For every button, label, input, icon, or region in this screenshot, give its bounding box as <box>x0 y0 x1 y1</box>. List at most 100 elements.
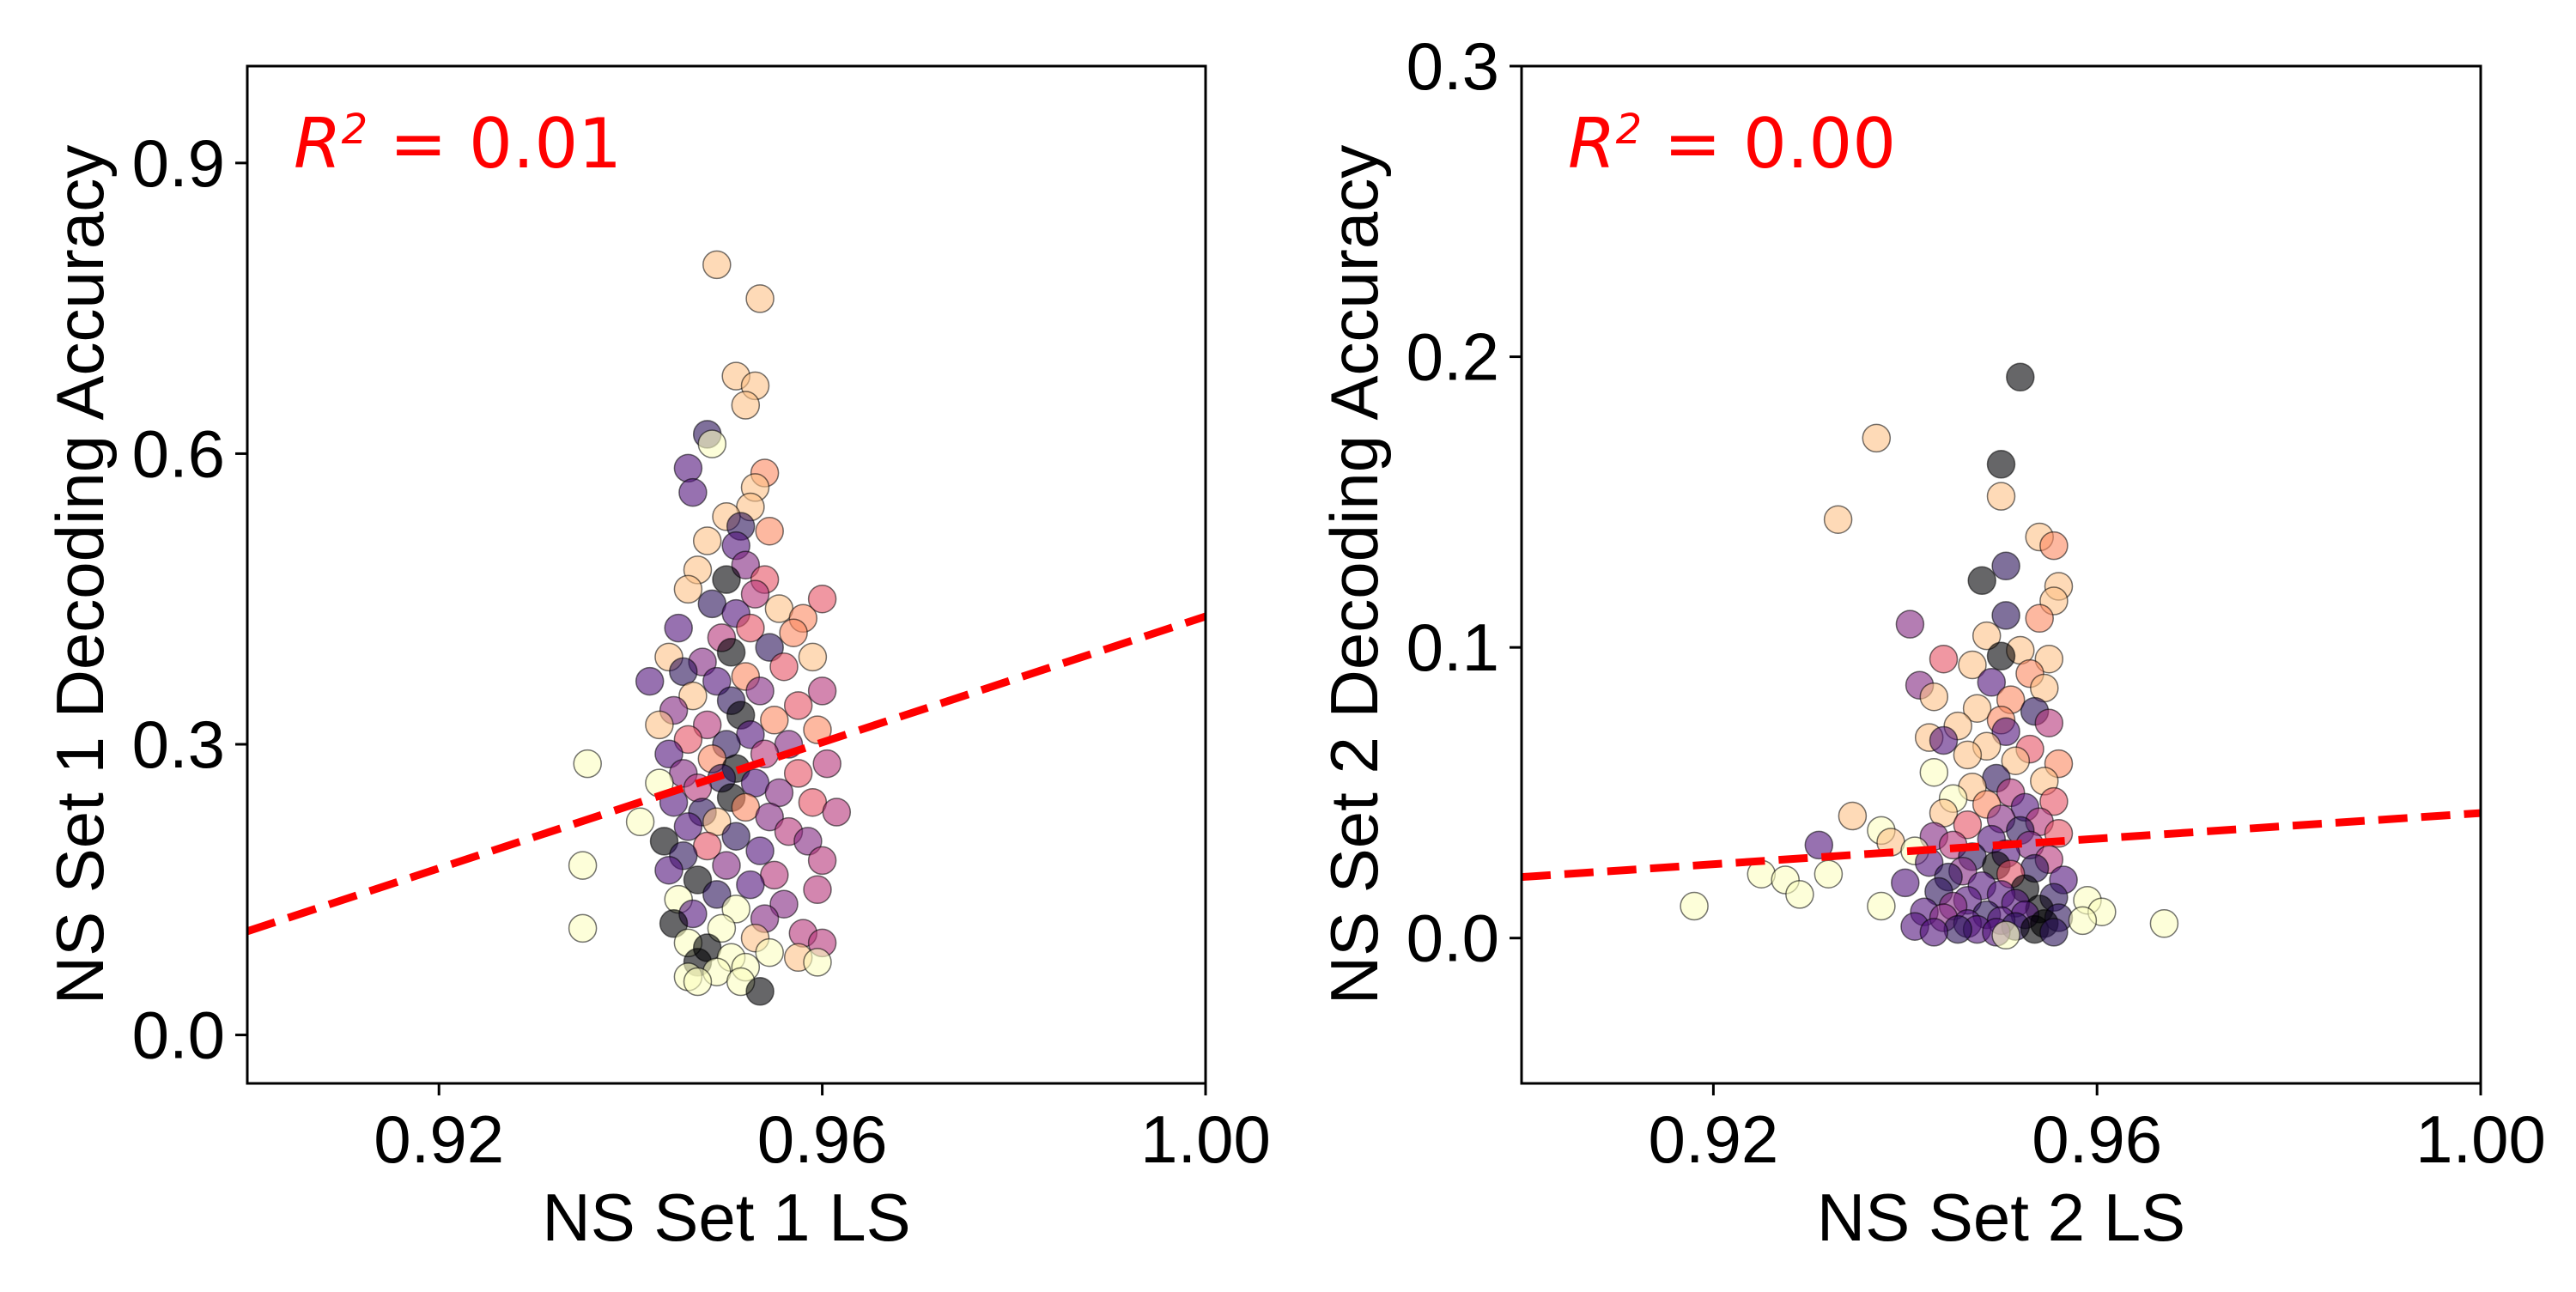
right-scatter-point <box>1962 694 1992 723</box>
right-scatter-point <box>2039 786 2069 816</box>
left-scatter-point <box>692 710 722 740</box>
left-scatter-point <box>755 633 784 662</box>
left-fit-line-group <box>246 612 1207 936</box>
left-scatter-point <box>654 855 683 885</box>
right-scatter-point <box>1838 801 1868 831</box>
left-y-axis-label: NS Set 1 Decoding Accuracy <box>42 145 118 1005</box>
left-scatter-point <box>692 526 722 555</box>
right-scatter-point <box>1919 757 1949 787</box>
left-y-ticks: 0.0 0.3 0.6 0.9 <box>132 125 247 1073</box>
right-fit-line <box>1521 809 2482 882</box>
left-scatter-point <box>807 676 837 706</box>
right-x-tick-label: 0.92 <box>1648 1101 1778 1177</box>
left-scatter-point <box>745 284 775 313</box>
left-scatter-point <box>683 865 713 895</box>
right-y-tick-label: 0.0 <box>1406 901 1499 976</box>
left-scatter-point <box>731 550 761 579</box>
left-scatter-point <box>654 739 683 769</box>
right-scatter-point <box>2025 604 2054 634</box>
left-plot-frame <box>246 64 1207 1085</box>
left-scatter-point <box>649 827 679 856</box>
right-scatter-points <box>1680 362 2179 950</box>
left-scatter-point <box>697 429 727 458</box>
left-scatter-point <box>803 875 832 905</box>
left-scatter-point <box>760 706 789 735</box>
left-scatter-point <box>678 681 708 711</box>
left-scatter-point <box>740 579 770 609</box>
left-scatter-point <box>783 691 813 720</box>
left-y-tick-label: 0.6 <box>132 416 225 491</box>
right-scatter-point <box>2034 644 2064 674</box>
right-r2-symbol: R <box>1568 104 1616 184</box>
left-x-ticks: 0.92 0.96 1.00 <box>374 1083 1271 1177</box>
right-scatter-point <box>1953 810 1983 840</box>
left-scatter-point <box>712 851 741 880</box>
right-plot-frame <box>1520 64 2482 1085</box>
right-scatter-point <box>1814 859 1844 889</box>
right-x-tick-label: 1.00 <box>2415 1101 2546 1177</box>
right-x-ticks: 0.92 0.96 1.00 <box>1648 1083 2546 1177</box>
left-scatter-point <box>745 676 775 706</box>
left-scatter-point <box>745 836 775 865</box>
right-scatter-point <box>1919 682 1949 712</box>
right-scatter-point <box>1967 566 1996 596</box>
left-scatter-point <box>669 657 698 687</box>
left-scatter-point <box>673 725 703 755</box>
right-scatter-point <box>1804 830 1834 860</box>
left-scatter-point <box>755 516 784 546</box>
right-scatter-point <box>1891 868 1920 898</box>
right-r2-value: = 0.00 <box>1642 104 1896 184</box>
right-scatter-point <box>1958 650 1987 680</box>
left-scatter-point <box>764 778 794 808</box>
left-scatter-point <box>625 807 655 837</box>
right-y-tick-label: 0.2 <box>1406 319 1499 395</box>
left-x-tick-label: 0.92 <box>374 1101 504 1177</box>
left-scatter-point <box>807 846 837 876</box>
left-scatter-point <box>803 715 832 744</box>
left-scatter-point <box>736 613 765 643</box>
right-scatter-point <box>1895 610 1925 639</box>
right-r2-annotation: R2 = 0.00 <box>1568 104 1896 184</box>
right-y-ticks: 0.0 0.1 0.2 0.3 <box>1406 28 1522 976</box>
right-scatter-point <box>1991 920 2020 950</box>
right-scatter-point <box>1862 423 1892 453</box>
right-scatter-point <box>2068 906 2098 936</box>
right-scatter-point <box>1991 601 2020 630</box>
left-scatter-point <box>702 250 732 280</box>
right-scatter-point <box>1986 450 2016 479</box>
left-scatter-point <box>673 574 703 604</box>
right-r2-exponent: 2 <box>1616 106 1643 154</box>
left-scatter-point <box>721 822 750 851</box>
left-scatter-point <box>812 749 841 779</box>
left-scatter-point <box>678 477 708 507</box>
right-scatter-point <box>1680 891 1709 921</box>
right-scatter-point <box>1823 505 1853 534</box>
left-scatter-point <box>783 759 813 788</box>
left-scatter-point <box>664 613 693 643</box>
right-scatter-point <box>1991 717 2020 747</box>
right-fit-line-group <box>1521 809 2482 882</box>
left-scatter-point <box>673 812 703 841</box>
left-scatter-point <box>798 642 828 672</box>
left-y-tick-label: 0.9 <box>132 125 225 201</box>
right-scatter-point <box>1929 644 1959 674</box>
left-scatter-point <box>721 895 750 924</box>
left-scatter-point <box>745 977 775 1006</box>
left-r2-exponent: 2 <box>342 106 368 154</box>
right-scatter-point <box>2034 708 2064 737</box>
left-fit-line <box>246 612 1207 936</box>
left-scatter-point <box>673 453 703 483</box>
right-scatter-panel: 0.92 0.96 1.00 0.0 0.1 0.2 0.3 R2 = 0.00 NS S… <box>1316 28 2546 1255</box>
left-x-axis-label: NS Set 1 LS <box>542 1180 910 1255</box>
left-scatter-point <box>755 802 784 832</box>
right-scatter-point <box>1953 740 1983 770</box>
left-x-tick-label: 0.96 <box>757 1101 888 1177</box>
left-scatter-point <box>568 913 598 943</box>
right-x-tick-label: 0.96 <box>2032 1101 2162 1177</box>
left-scatter-point <box>635 666 665 696</box>
left-scatter-point <box>779 618 808 647</box>
left-scatter-point <box>712 565 741 594</box>
right-scatter-point <box>2039 918 2069 947</box>
